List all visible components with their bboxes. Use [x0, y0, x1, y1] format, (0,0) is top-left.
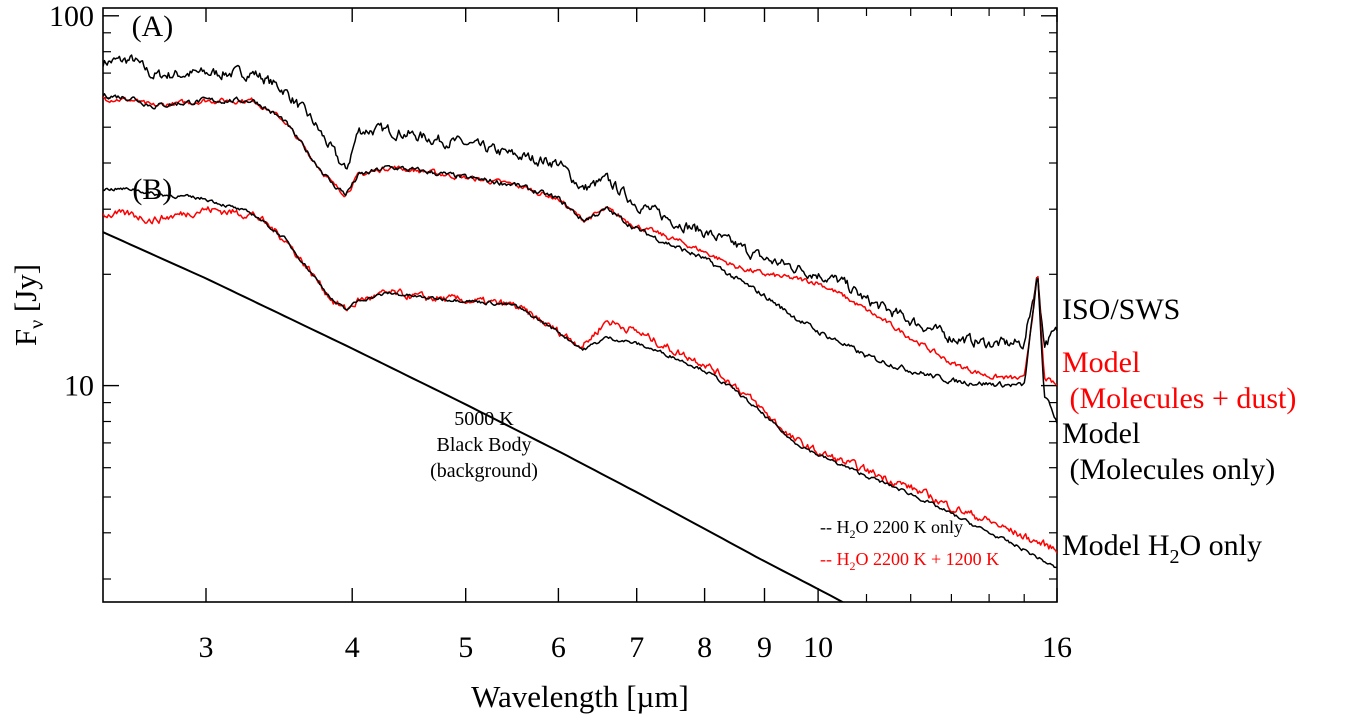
series-line: [103, 96, 1057, 386]
legend-h2o-2200-suffix: O 2200 K only: [856, 517, 964, 537]
legend-h2o-2200-1200-sub: 2: [850, 559, 856, 573]
label-model-mol-line2: (Molecules only): [1062, 453, 1275, 486]
y-axis-label-sub: ν: [26, 320, 48, 329]
legend-h2o-2200-prefix: -- H: [820, 517, 850, 537]
x-axis-tick-labels: 3 4 5 6 7 8 9 10 16: [199, 631, 1073, 664]
panel-label: (B): [132, 173, 172, 206]
legend-h2o-2200-1200-suffix: O 2200 K + 1200 K: [856, 549, 1000, 569]
series-line: [103, 54, 1057, 350]
x-tick-label: 6: [551, 631, 566, 664]
series-layer: [103, 54, 1057, 602]
blackbody-label-line1: 5000 K: [454, 408, 514, 430]
legend-h2o-2200-sub: 2: [850, 527, 856, 541]
y-axis-label-unit: [Jy]: [8, 264, 43, 320]
label-model-h2o-sub: 2: [1170, 546, 1180, 568]
x-tick-label: 7: [629, 631, 644, 664]
blackbody-annotation: 5000 K Black Body (background): [430, 408, 538, 482]
x-tick-label: 4: [345, 631, 360, 664]
x-tick-label: 3: [199, 631, 214, 664]
x-tick-label: 5: [458, 631, 473, 664]
y-axis-tick-labels: 10 100: [49, 0, 94, 403]
legend-h2o-2200-1200-prefix: -- H: [820, 549, 850, 569]
label-model-h2o-suffix: O only: [1180, 529, 1263, 562]
series-line: [103, 206, 1057, 554]
legend-h2o-2200-1200: -- H2O 2200 K + 1200 K: [820, 549, 999, 573]
x-tick-label: 8: [697, 631, 712, 664]
series-line: [103, 93, 1057, 424]
label-iso-sws: ISO/SWS: [1062, 293, 1180, 326]
label-model-dust-line2: (Molecules + dust): [1062, 382, 1296, 415]
blackbody-label-line3: (background): [430, 460, 538, 482]
right-series-labels: ISO/SWS Model (Molecules + dust) Model (…: [1062, 293, 1296, 568]
panel-labels: (A) (B): [132, 10, 174, 206]
y-axis-label-main: F: [8, 329, 43, 346]
x-tick-label: 9: [757, 631, 772, 664]
x-tick-label: 10: [803, 631, 833, 664]
label-model-dust-line1: Model: [1062, 346, 1140, 379]
plot-frame: [102, 7, 1058, 603]
y-tick-label: 100: [49, 0, 94, 33]
label-model-h2o-prefix: Model H: [1062, 529, 1170, 562]
x-axis-ticks: [205, 8, 1058, 602]
series-line: [103, 187, 1057, 569]
y-tick-label: 10: [64, 370, 94, 403]
label-model-mol-line1: Model: [1062, 417, 1140, 450]
series-line: [103, 231, 845, 602]
x-tick-label: 16: [1042, 631, 1072, 664]
panel-label: (A): [132, 10, 174, 43]
label-model-h2o: Model H2O only: [1062, 529, 1262, 568]
y-axis-ticks: [103, 15, 1057, 580]
x-axis-label: Wavelength [µm]: [471, 679, 689, 714]
blackbody-label-line2: Black Body: [437, 434, 532, 456]
y-axis-label: Fν [Jy]: [8, 264, 48, 346]
legend-h2o-2200: -- H2O 2200 K only: [820, 517, 963, 541]
